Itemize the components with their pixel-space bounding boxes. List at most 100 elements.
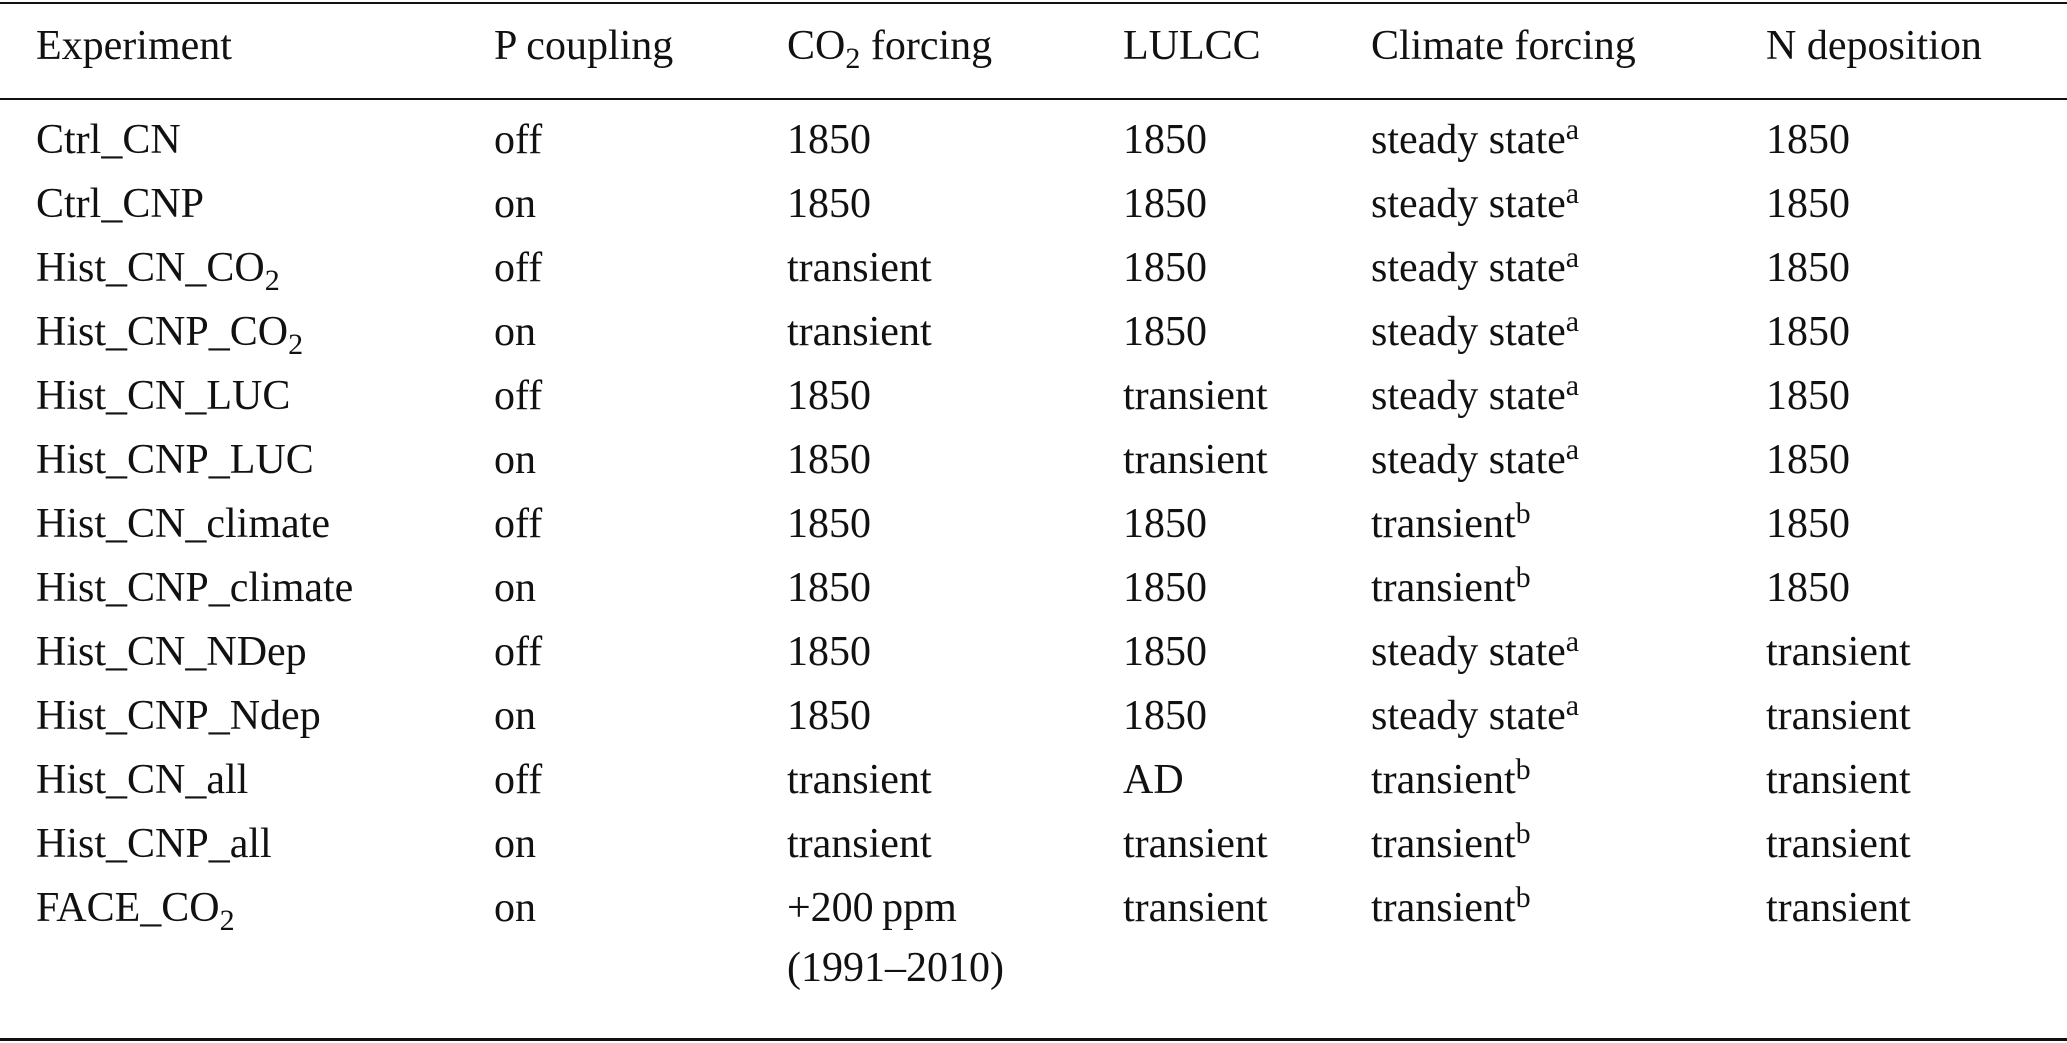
cell-experiment: Hist_CNP_Ndep [36, 693, 321, 739]
cell-n-deposition: 1850 [1766, 565, 1850, 611]
table-row: Hist_CN_all off transient AD transientb trans… [0, 748, 2067, 812]
cell-p-coupling: off [494, 629, 543, 675]
cell-p-coupling: off [494, 373, 543, 419]
cell-experiment: Hist_CNP_LUC [36, 437, 314, 483]
table-row: Hist_CNP_LUC on 1850 transient steady statea… [0, 428, 2067, 492]
cell-co2-forcing: 1850 [787, 501, 871, 547]
cell-p-coupling: on [494, 821, 536, 867]
cell-climate-forcing: steady statea [1371, 305, 1580, 356]
cell-lulcc: transient [1123, 821, 1268, 867]
table-row: Hist_CN_NDep off 1850 1850 steady statea tran… [0, 620, 2067, 684]
cell-n-deposition: 1850 [1766, 373, 1850, 419]
table-row: Hist_CNP_Ndep on 1850 1850 steady statea tran… [0, 684, 2067, 748]
cell-lulcc: 1850 [1123, 693, 1207, 739]
cell-climate-forcing: steady statea [1371, 625, 1580, 676]
table-row: Hist_CNP_CO2 on transient 1850 steady statea… [0, 300, 2067, 364]
cell-p-coupling: off [494, 245, 543, 291]
column-header-co2-forcing: CO2 forcing [787, 23, 993, 75]
cell-n-deposition: transient [1766, 629, 1911, 675]
cell-lulcc: 1850 [1123, 181, 1207, 227]
cell-n-deposition: transient [1766, 821, 1911, 867]
header-row: Experiment P coupling CO2 forcing LULCC Clim… [0, 0, 2067, 98]
cell-climate-forcing: steady statea [1371, 113, 1580, 164]
cell-co2-forcing: transient [787, 245, 932, 291]
cell-experiment: Hist_CN_climate [36, 501, 330, 547]
column-header-experiment: Experiment [36, 23, 232, 69]
table-row: Hist_CNP_climate on 1850 1850 transientb 1850 [0, 556, 2067, 620]
cell-climate-forcing: transientb [1371, 561, 1531, 612]
cell-lulcc: 1850 [1123, 565, 1207, 611]
cell-n-deposition: transient [1766, 757, 1911, 803]
cell-climate-forcing: steady statea [1371, 689, 1580, 740]
cell-lulcc: 1850 [1123, 117, 1207, 163]
cell-co2-forcing: 1850 [787, 437, 871, 483]
cell-lulcc: transient [1123, 373, 1268, 419]
cell-experiment: Hist_CN_LUC [36, 373, 291, 419]
cell-co2-forcing: +200 ppm (1991–2010) [787, 885, 1004, 991]
table-row: Hist_CNP_all on transient transient transien… [0, 812, 2067, 876]
table-row: Hist_CN_climate off 1850 1850 transientb 1850 [0, 492, 2067, 556]
cell-co2-forcing: transient [787, 757, 932, 803]
cell-p-coupling: off [494, 117, 543, 163]
cell-co2-forcing: 1850 [787, 693, 871, 739]
header-rule [0, 98, 2067, 100]
cell-climate-forcing: steady statea [1371, 241, 1580, 292]
cell-p-coupling: on [494, 885, 536, 931]
cell-experiment: Ctrl_CN [36, 117, 181, 163]
column-header-p-coupling: P coupling [494, 23, 674, 69]
cell-n-deposition: 1850 [1766, 501, 1850, 547]
cell-lulcc: 1850 [1123, 501, 1207, 547]
column-header-n-deposition: N deposition [1766, 23, 1982, 69]
experiments-table: Experiment P coupling CO2 forcing LULCC Clim… [0, 0, 2067, 996]
cell-experiment: Hist_CN_CO2 [36, 245, 280, 297]
cell-experiment: Hist_CN_all [36, 757, 249, 803]
cell-n-deposition: transient [1766, 885, 1911, 931]
cell-lulcc: transient [1123, 885, 1268, 931]
cell-experiment: Ctrl_CNP [36, 181, 205, 227]
table-row: Hist_CN_CO2 off transient 1850 steady statea… [0, 236, 2067, 300]
cell-p-coupling: on [494, 693, 536, 739]
cell-experiment: FACE_CO2 [36, 885, 235, 937]
cell-co2-forcing: transient [787, 821, 932, 867]
cell-climate-forcing: steady statea [1371, 177, 1580, 228]
cell-experiment: Hist_CNP_all [36, 821, 272, 867]
cell-experiment: Hist_CN_NDep [36, 629, 307, 675]
cell-climate-forcing: steady statea [1371, 433, 1580, 484]
cell-co2-forcing: 1850 [787, 373, 871, 419]
cell-climate-forcing: transientb [1371, 497, 1531, 548]
cell-co2-forcing: 1850 [787, 181, 871, 227]
cell-p-coupling: on [494, 437, 536, 483]
cell-experiment: Hist_CNP_CO2 [36, 309, 304, 361]
cell-n-deposition: transient [1766, 693, 1911, 739]
top-rule [0, 2, 2067, 4]
cell-p-coupling: off [494, 757, 543, 803]
cell-n-deposition: 1850 [1766, 309, 1850, 355]
cell-co2-forcing: transient [787, 309, 932, 355]
cell-experiment: Hist_CNP_climate [36, 565, 354, 611]
cell-climate-forcing: transientb [1371, 753, 1531, 804]
table-row: FACE_CO2 on +200 ppm (1991–2010) transient tr… [0, 876, 2067, 996]
cell-lulcc: 1850 [1123, 245, 1207, 291]
cell-lulcc: transient [1123, 437, 1268, 483]
cell-n-deposition: 1850 [1766, 181, 1850, 227]
cell-n-deposition: 1850 [1766, 245, 1850, 291]
table-row: Ctrl_CN off 1850 1850 steady statea 1850 [0, 98, 2067, 172]
cell-climate-forcing: steady statea [1371, 369, 1580, 420]
cell-n-deposition: 1850 [1766, 437, 1850, 483]
bottom-rule [0, 1038, 2067, 1041]
cell-lulcc: 1850 [1123, 309, 1207, 355]
cell-co2-forcing: 1850 [787, 565, 871, 611]
cell-climate-forcing: transientb [1371, 881, 1531, 932]
table-row: Ctrl_CNP on 1850 1850 steady statea 1850 [0, 172, 2067, 236]
cell-lulcc: AD [1123, 757, 1184, 803]
cell-p-coupling: off [494, 501, 543, 547]
cell-n-deposition: 1850 [1766, 117, 1850, 163]
cell-p-coupling: on [494, 309, 536, 355]
cell-co2-forcing: 1850 [787, 117, 871, 163]
column-header-climate-forcing: Climate forcing [1371, 23, 1636, 69]
cell-climate-forcing: transientb [1371, 817, 1531, 868]
cell-co2-forcing: 1850 [787, 629, 871, 675]
column-header-lulcc: LULCC [1123, 23, 1261, 69]
cell-p-coupling: on [494, 181, 536, 227]
cell-p-coupling: on [494, 565, 536, 611]
